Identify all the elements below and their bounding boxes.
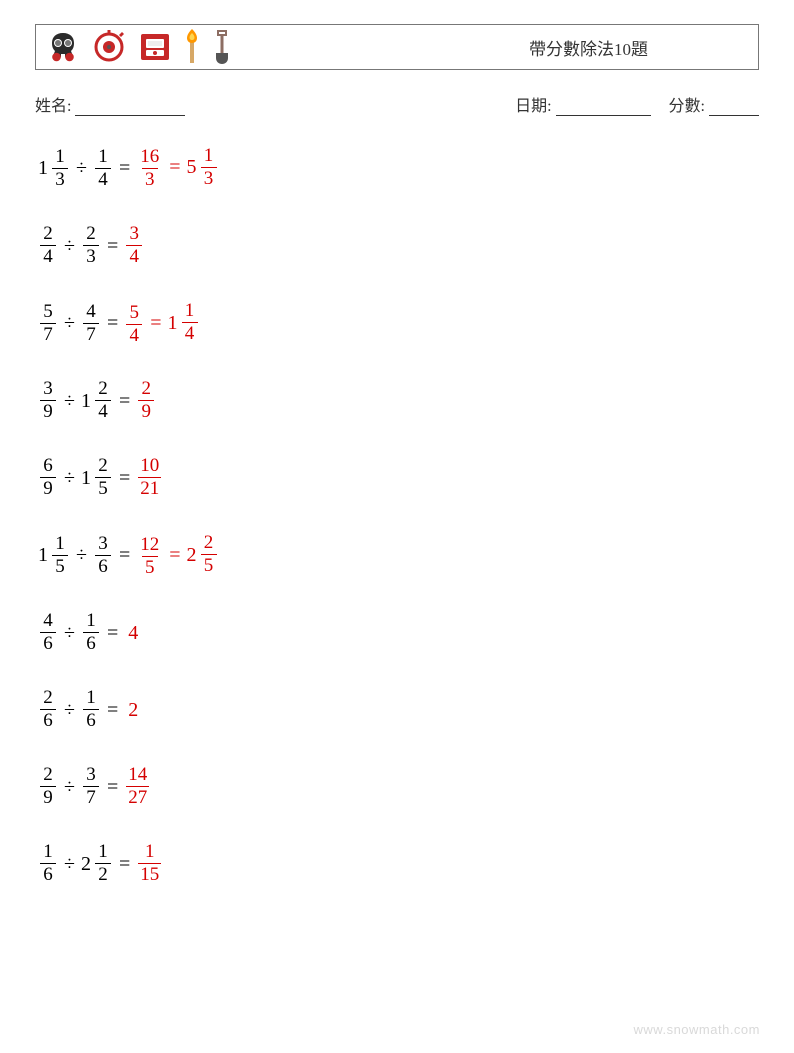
problems-list: 113÷14=163=513 24÷23=34 57÷47=54=114 39÷124… — [35, 146, 759, 885]
answer: 1021 — [136, 456, 163, 499]
date-blank — [556, 99, 651, 116]
problem-row: 26÷16=2 — [38, 688, 759, 731]
problem-row: 16÷212=115 — [38, 842, 759, 885]
problem-row: 69÷125=1021 — [38, 456, 759, 499]
answer: 34 — [124, 224, 144, 267]
score-blank — [709, 99, 759, 116]
problem-row: 57÷47=54=114 — [38, 301, 759, 345]
match-icon — [184, 29, 200, 65]
alarm-icon — [92, 30, 126, 64]
date-label: 日期: — [515, 92, 650, 116]
worksheet-title: 帶分數除法10題 — [529, 35, 648, 60]
answer: 115 — [136, 842, 163, 885]
problem-row: 115÷36=125=225 — [38, 533, 759, 577]
answer: 54=114 — [124, 301, 199, 345]
problem-row: 24÷23=34 — [38, 224, 759, 267]
header-box: 帶分數除法10題 — [35, 24, 759, 70]
problem-row: 39÷124=29 — [38, 379, 759, 422]
answer: 163=513 — [136, 146, 218, 190]
meta-row: 姓名: 日期: 分數: — [35, 92, 759, 116]
icon-row — [46, 25, 232, 69]
problem-row: 113÷14=163=513 — [38, 146, 759, 190]
score-label: 分數: — [669, 92, 759, 116]
gasmask-icon — [46, 30, 80, 64]
answer: 2 — [124, 700, 138, 720]
problem-row: 46÷16=4 — [38, 611, 759, 654]
problem-row: 29÷37=1427 — [38, 765, 759, 808]
answer: 4 — [124, 623, 138, 643]
name-blank — [75, 99, 185, 116]
name-label: 姓名: — [35, 92, 185, 116]
answer: 125=225 — [136, 533, 218, 577]
answer: 1427 — [124, 765, 151, 808]
footer-watermark: www.snowmath.com — [634, 1022, 760, 1037]
shovel-icon — [212, 29, 232, 65]
answer: 29 — [136, 379, 156, 422]
firealarm-icon — [138, 30, 172, 64]
